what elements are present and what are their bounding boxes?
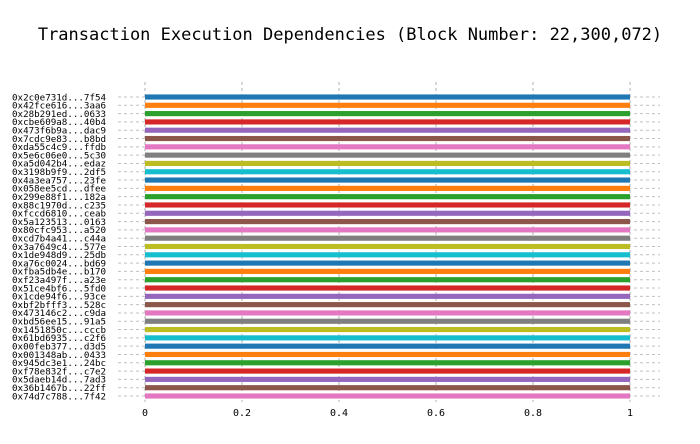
bar	[145, 243, 630, 250]
y-tick-label: 0xcd7b4a41...c44a	[12, 233, 106, 244]
bar	[145, 210, 630, 216]
y-tick-label: 0x2c0e731d...7f54	[12, 92, 107, 103]
y-axis-labels: 0x2c0e731d...7f540x42fce616...3aa60x28b2…	[12, 92, 107, 402]
x-tick-label: 0.2	[233, 408, 251, 419]
y-tick-label: 0x1451850c...cccb	[12, 325, 106, 336]
y-tick-label: 0xf78e832f...c7e2	[12, 366, 106, 377]
bar	[145, 102, 630, 108]
y-tick-label: 0x1de948d9...25db	[12, 250, 106, 261]
y-tick-label: 0xbd56ee15...91a5	[12, 317, 106, 328]
y-tick-label: 0x5e6c06e0...5c30	[12, 150, 106, 161]
y-tick-label: 0x61bd6935...c2f6	[12, 333, 106, 344]
bar	[145, 94, 630, 100]
bar	[145, 368, 630, 374]
bar	[145, 302, 630, 308]
bar	[145, 135, 630, 142]
bar	[145, 393, 630, 399]
y-tick-label: 0x058ee5cd...dfee	[12, 184, 106, 195]
y-tick-label: 0xa5d042b4...edaz	[12, 159, 106, 170]
y-tick-label: 0x88c1970d...c235	[12, 200, 106, 211]
y-tick-label: 0x42fce616...3aa6	[12, 101, 106, 112]
bar	[145, 268, 630, 274]
y-tick-label: 0x3a7649c4...577e	[12, 242, 106, 253]
bar	[145, 285, 630, 291]
bar	[145, 310, 630, 316]
bar	[145, 335, 630, 341]
y-tick-label: 0x80cfc953...a520	[12, 225, 106, 236]
bar	[145, 376, 630, 382]
x-tick-label: 0.6	[427, 408, 445, 419]
y-tick-label: 0xfccd6810...ceab	[12, 209, 106, 220]
y-tick-label: 0x74d7c788...7f42	[12, 391, 106, 402]
x-tick-label: 1	[627, 408, 633, 419]
bar	[145, 260, 630, 266]
y-tick-label: 0xa76c0024...bd69	[12, 258, 106, 269]
chart-title: Transaction Execution Dependencies (Bloc…	[38, 25, 662, 45]
bar	[145, 351, 630, 358]
bar	[145, 235, 630, 241]
bar	[145, 160, 630, 167]
bar	[145, 385, 630, 391]
bar	[145, 111, 630, 117]
y-tick-label: 0x945dc3e1...24bc	[12, 358, 106, 369]
bar	[145, 169, 630, 175]
x-axis-ticks: 0 0.2 0.4 0.6 0.8 1	[142, 408, 633, 419]
y-tick-label: 0x36b1467b...22ff	[12, 383, 106, 394]
bar	[145, 293, 630, 299]
bar	[145, 152, 630, 158]
bar	[145, 277, 630, 283]
y-tick-label: 0x1cde94f6...93ce	[12, 292, 106, 303]
bar	[145, 252, 630, 258]
y-tick-label: 0xbf2bfff3...528c	[12, 300, 106, 311]
y-tick-label: 0x3198b9f9...2df5	[12, 167, 106, 178]
bar	[145, 343, 630, 349]
y-tick-label: 0xcbe609a8...40b4	[12, 117, 107, 128]
bar	[145, 194, 630, 200]
y-tick-label: 0x51ce4bf6...5fd0	[12, 283, 106, 294]
bar	[145, 360, 630, 366]
bar	[145, 144, 630, 150]
x-tick-label: 0.8	[524, 408, 542, 419]
y-tick-label: 0xfba5db4e...b170	[12, 267, 106, 278]
y-tick-label: 0x7cdc9e83...b8bd	[12, 134, 106, 145]
y-tick-label: 0xf23a497f...a23e	[12, 275, 106, 286]
y-tick-label: 0x5daeb14d...7ad3	[12, 375, 106, 386]
y-tick-label: 0xda55c4c9...ffdb	[12, 142, 106, 153]
bar	[145, 127, 630, 133]
bars	[145, 94, 630, 399]
bar	[145, 177, 630, 183]
bar	[145, 227, 630, 233]
y-tick-label: 0x5a123513...0163	[12, 217, 106, 228]
bar	[145, 185, 630, 191]
bar	[145, 219, 630, 225]
y-tick-label: 0x00feb377...d3d5	[12, 341, 106, 352]
y-tick-label: 0x473f6b9a...dac9	[12, 126, 106, 137]
bar	[145, 318, 630, 324]
y-tick-label: 0x28b291ed...0633	[12, 109, 106, 120]
bar	[145, 326, 630, 333]
y-tick-label: 0x001348ab...0433	[12, 350, 106, 361]
x-tick-label: 0	[142, 408, 148, 419]
y-tick-label: 0x4a3ea757...23fe	[12, 175, 106, 186]
bar	[145, 202, 630, 208]
bar	[145, 119, 630, 125]
y-tick-label: 0x473146c2...c9da	[12, 308, 106, 319]
y-tick-label: 0x299e88f1...182a	[12, 192, 106, 203]
x-tick-label: 0.4	[330, 408, 348, 419]
